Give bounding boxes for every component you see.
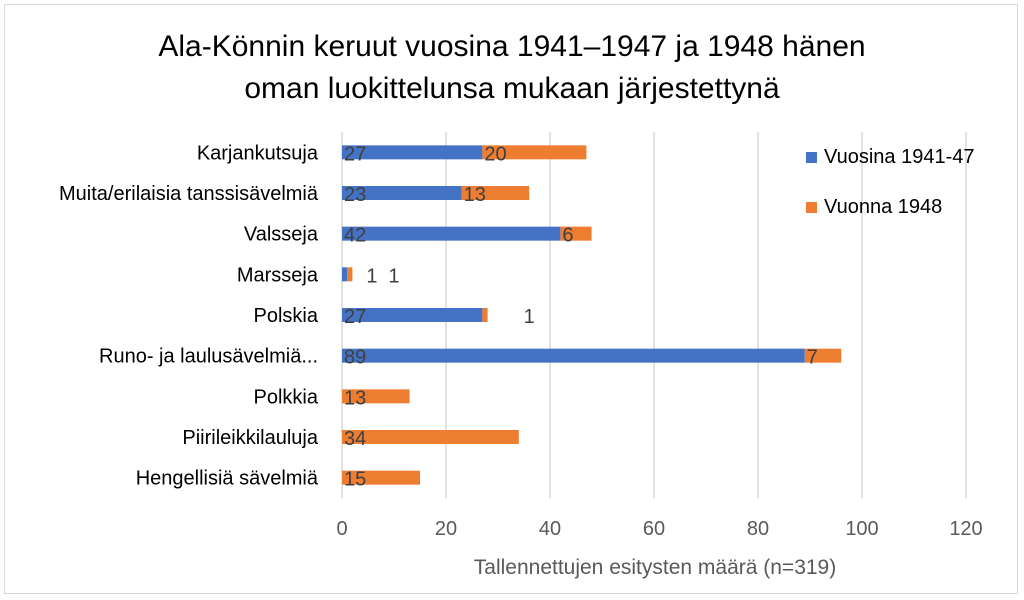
x-tick-label-120: 120 bbox=[949, 518, 982, 540]
data-label-series-2-8: 15 bbox=[344, 469, 366, 491]
chart-title-line-2: oman luokittelunsa mukaan järjestettynä bbox=[244, 72, 780, 105]
x-axis-label: Tallennettujen esitysten määrä (n=319) bbox=[473, 556, 837, 579]
y-category-label-4: Polskia bbox=[254, 305, 319, 327]
bar-series-1-2 bbox=[342, 226, 561, 241]
x-tick-label-100: 100 bbox=[845, 518, 878, 540]
data-label-series-2-7: 34 bbox=[344, 428, 366, 450]
x-tick-label-0: 0 bbox=[336, 518, 347, 540]
y-category-label-5: Runo- ja laulusävelmiä... bbox=[99, 346, 318, 368]
legend-swatch-series-2 bbox=[806, 201, 817, 213]
y-category-label-1: Muita/erilaisia tanssisävelmiä bbox=[59, 183, 319, 205]
bar-series-1-0 bbox=[342, 145, 483, 160]
data-label-series-2-3: 1 bbox=[388, 265, 399, 287]
x-tick-label-80: 80 bbox=[747, 518, 769, 540]
y-category-label-3: Marsseja bbox=[237, 264, 319, 286]
data-label-series-1-1: 23 bbox=[344, 184, 366, 206]
bar-series-2-7 bbox=[342, 430, 519, 444]
y-category-label-6: Polkkia bbox=[254, 386, 319, 408]
legend-swatch-series-1 bbox=[806, 151, 817, 163]
legend-label-series-2: Vuonna 1948 bbox=[824, 195, 943, 218]
data-label-series-1-0: 27 bbox=[344, 143, 366, 165]
chart-title-line-1: Ala-Könnin keruut vuosina 1941–1947 ja 1… bbox=[158, 30, 866, 63]
data-label-series-2-6: 13 bbox=[344, 387, 366, 409]
bar-series-2-8 bbox=[342, 470, 420, 485]
bar-series-1-4 bbox=[342, 308, 483, 322]
data-label-series-2-4: 1 bbox=[524, 306, 535, 328]
x-tick-label-60: 60 bbox=[643, 518, 665, 540]
legend: Vuosina 1941-47 Vuonna 1948 bbox=[806, 144, 975, 244]
data-label-series-1-2: 42 bbox=[344, 225, 366, 247]
bar-series-2-2 bbox=[560, 226, 592, 241]
legend-item-series-1: Vuosina 1941-47 bbox=[806, 144, 975, 170]
y-category-label-2: Valsseja bbox=[244, 224, 319, 246]
data-label-series-2-2: 6 bbox=[562, 225, 573, 247]
bar-series-2-0 bbox=[482, 145, 587, 160]
y-category-label-7: Piirileikkilauluja bbox=[182, 427, 318, 449]
bar-series-2-5 bbox=[804, 348, 842, 363]
bar-series-1-1 bbox=[342, 186, 462, 200]
data-label-series-2-0: 20 bbox=[484, 143, 506, 165]
y-category-label-0: Karjankutsuja bbox=[197, 142, 319, 164]
x-tick-label-40: 40 bbox=[539, 518, 561, 540]
bar-series-2-6 bbox=[342, 389, 410, 404]
bar-series-1-3 bbox=[342, 267, 348, 282]
bar-series-1-5 bbox=[342, 348, 805, 363]
data-label-series-2-5: 7 bbox=[807, 347, 818, 369]
legend-label-series-1: Vuosina 1941-47 bbox=[824, 145, 975, 168]
bar-series-2-3 bbox=[347, 267, 353, 282]
chart-title: Ala-Könnin keruut vuosina 1941–1947 ja 1… bbox=[0, 26, 1024, 110]
data-label-series-1-5: 89 bbox=[344, 347, 366, 369]
y-category-label-8: Hengellisiä sävelmiä bbox=[136, 468, 319, 490]
chart-frame bbox=[4, 4, 1018, 594]
bar-series-2-1 bbox=[461, 186, 530, 200]
data-label-series-2-1: 13 bbox=[464, 184, 486, 206]
bar-series-2-4 bbox=[482, 308, 488, 322]
legend-item-series-2: Vuonna 1948 bbox=[806, 194, 975, 220]
data-label-series-1-3: 1 bbox=[366, 265, 377, 287]
x-tick-label-20: 20 bbox=[435, 518, 457, 540]
data-label-series-1-4: 27 bbox=[344, 306, 366, 328]
